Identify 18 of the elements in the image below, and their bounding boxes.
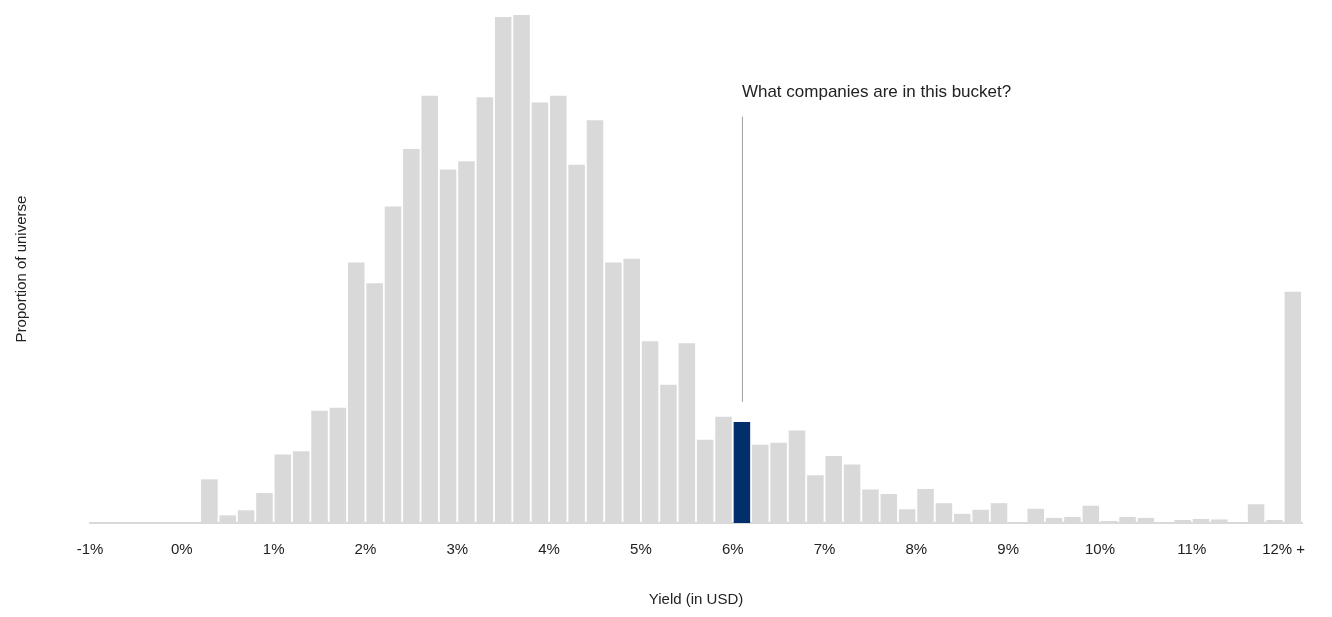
x-tick-label: 10%: [1084, 540, 1116, 558]
annotation: What companies are in this bucket?: [741, 81, 1012, 101]
x-tick-label: 8%: [905, 540, 928, 558]
y-axis-title: Proportion of universe: [12, 195, 30, 343]
bar: [733, 421, 751, 523]
x-tick-label: 11%: [1177, 540, 1207, 558]
x-tick-label: 4%: [538, 540, 560, 558]
x-tick-label: 12% +: [1262, 540, 1306, 558]
x-tick-label: 2%: [354, 540, 377, 558]
x-axis-title: Yield (in USD): [648, 590, 744, 608]
x-tick-label: 1%: [262, 540, 285, 558]
x-tick-label: 0%: [170, 540, 193, 558]
x-tick-label: 6%: [721, 540, 744, 558]
x-tick-label: 7%: [813, 540, 836, 558]
x-tick-label: 3%: [446, 540, 469, 558]
x-tick-label: 9%: [997, 540, 1020, 558]
x-tick-label: -1%: [76, 540, 104, 558]
x-tick-label: 5%: [630, 540, 652, 558]
